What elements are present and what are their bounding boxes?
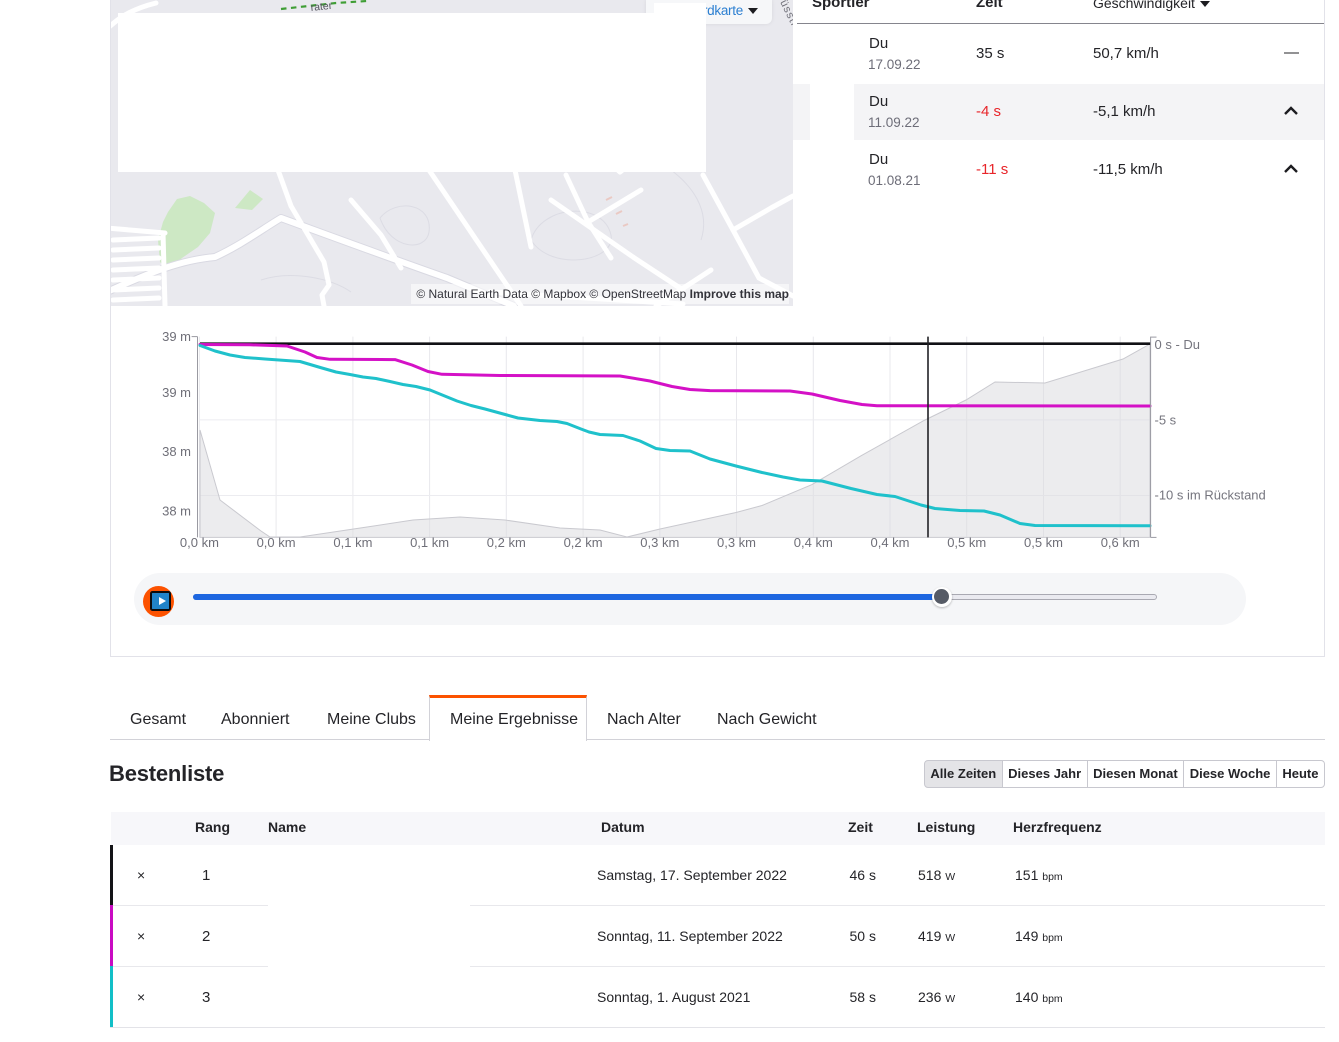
svg-text:38 m: 38 m (162, 504, 191, 519)
svg-text:0,5 km: 0,5 km (947, 535, 986, 550)
svg-text:rater: rater (310, 0, 333, 14)
svg-text:-10 s im Rückstand: -10 s im Rückstand (1155, 488, 1266, 503)
svg-text:0,2 km: 0,2 km (564, 535, 603, 550)
svg-text:0,1 km: 0,1 km (333, 535, 372, 550)
svg-text:0,0 km: 0,0 km (180, 535, 219, 550)
svg-text:39 m: 39 m (162, 329, 191, 344)
svg-text:0,2 km: 0,2 km (487, 535, 526, 550)
svg-text:0,5 km: 0,5 km (1024, 535, 1063, 550)
svg-text:0,3 km: 0,3 km (717, 535, 756, 550)
svg-text:38 m: 38 m (162, 444, 191, 459)
svg-text:0,4 km: 0,4 km (870, 535, 909, 550)
svg-text:0,1 km: 0,1 km (410, 535, 449, 550)
svg-text:0,0 km: 0,0 km (257, 535, 296, 550)
svg-text:0 s - Du: 0 s - Du (1155, 337, 1201, 352)
svg-text:0,3 km: 0,3 km (640, 535, 679, 550)
svg-text:-5 s: -5 s (1155, 412, 1177, 427)
svg-text:0,4 km: 0,4 km (794, 535, 833, 550)
svg-text:39 m: 39 m (162, 385, 191, 400)
svg-text:0,6 km: 0,6 km (1101, 535, 1140, 550)
